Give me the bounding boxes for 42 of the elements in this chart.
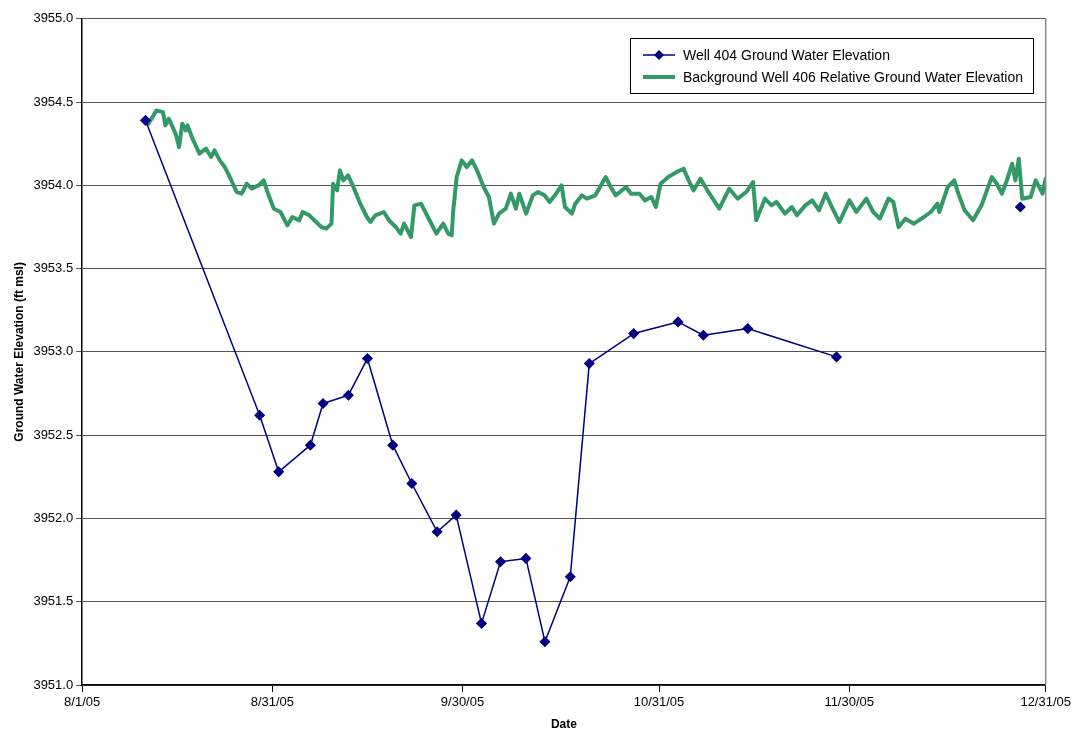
y-tick-label: 3955.0 [33, 10, 74, 26]
point [628, 328, 639, 339]
point [431, 526, 443, 538]
point [565, 571, 576, 582]
x-tick-label: 12/31/05 [1020, 694, 1071, 710]
y-axis-title: Ground Water Elevation (ft msl) [11, 262, 26, 442]
point [672, 316, 684, 328]
y-tick-label: 3951.5 [33, 593, 74, 609]
y-tick-label: 3954.5 [33, 93, 74, 109]
x-tick-label: 10/31/05 [633, 694, 685, 710]
y-tick-label: 3954.0 [33, 176, 74, 192]
point [273, 466, 284, 478]
x-tick-label: 11/30/05 [824, 694, 875, 710]
point [476, 618, 487, 629]
point [317, 398, 329, 409]
point [742, 323, 754, 334]
x-axis-title: Date [550, 717, 578, 732]
point [343, 389, 354, 401]
point [1015, 201, 1026, 213]
y-tick-label: 3953.5 [33, 260, 74, 276]
point [450, 509, 462, 521]
legend-label: Well 404 Ground Water Elevation [682, 46, 890, 65]
point [495, 556, 506, 567]
point [520, 553, 532, 564]
legend-label: Background Well 406 Relative Ground Water Elevation [682, 68, 1023, 87]
point [387, 439, 399, 451]
x-tick-label: 8/1/05 [64, 694, 101, 710]
point [831, 351, 842, 363]
point [539, 636, 551, 647]
y-tick-label: 3951.0 [33, 676, 74, 692]
y-tick-label: 3952.0 [33, 510, 74, 526]
x-tick-label: 9/30/05 [440, 694, 485, 710]
point [406, 478, 418, 489]
point [698, 330, 709, 341]
point [584, 358, 595, 369]
y-tick-label: 3953.0 [33, 343, 74, 359]
y-tick-label: 3952.5 [33, 426, 74, 442]
point [140, 115, 151, 126]
point [305, 439, 316, 451]
point [254, 409, 265, 421]
point [362, 353, 373, 364]
x-tick-label: 8/31/05 [250, 694, 295, 710]
